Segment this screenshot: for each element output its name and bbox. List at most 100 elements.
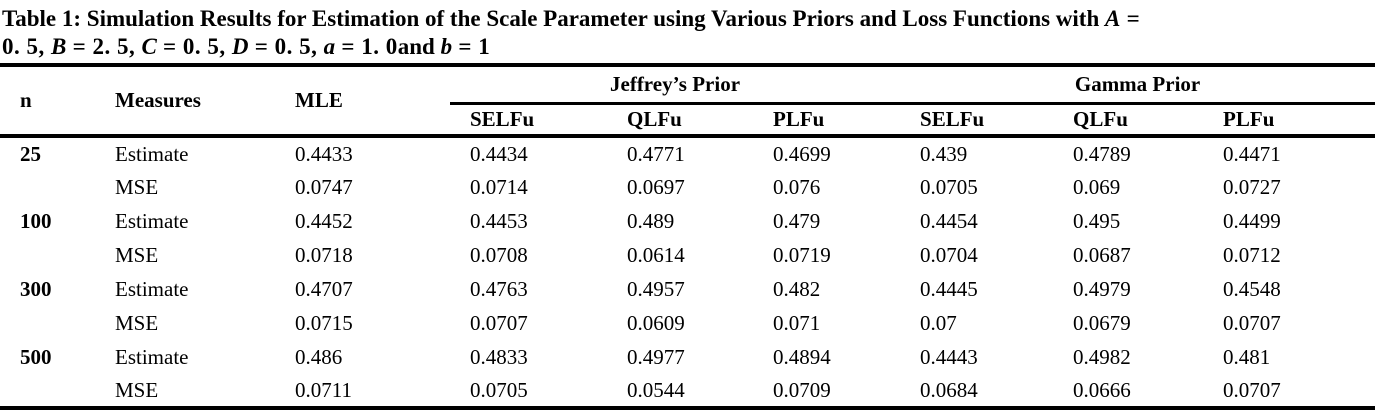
cell-measure: MSE bbox=[115, 242, 159, 267]
col-header-mle: MLE bbox=[295, 88, 343, 112]
cell-measure: Estimate bbox=[115, 344, 189, 369]
sub-header-gamma-qlfu: QLFu bbox=[1073, 106, 1128, 131]
sub-header-gamma-selfu: SELFu bbox=[920, 106, 985, 131]
cell-value: 0.0709 bbox=[773, 377, 831, 402]
cell-value: 0.4434 bbox=[470, 141, 528, 166]
cell-value: 0.0708 bbox=[470, 242, 528, 267]
cell-n: 300 bbox=[20, 276, 52, 301]
cell-value: 0.4471 bbox=[1223, 141, 1281, 166]
cell-value: 0.4833 bbox=[470, 344, 528, 369]
table-row: 500 Estimate 0.486 0.4833 0.4977 0.4894 0.4443… bbox=[0, 340, 1375, 374]
table-body: 25 Estimate 0.4433 0.4434 0.4771 0.4699 0.439 0… bbox=[0, 136, 1375, 408]
cell-value: 0.481 bbox=[1223, 344, 1271, 369]
cell-value: 0.4548 bbox=[1223, 276, 1281, 301]
cell-value: 0.0707 bbox=[1223, 310, 1281, 335]
caption-segment: = 1. 0 bbox=[335, 34, 398, 59]
cell-value: 0.4957 bbox=[627, 276, 685, 301]
table-row: MSE 0.0711 0.0705 0.0544 0.0709 0.0684 0.0666 0… bbox=[0, 374, 1375, 408]
cell-value: 0.4789 bbox=[1073, 141, 1131, 166]
results-table: n Measures MLE Jeffrey’s Prior Gamma Pri… bbox=[0, 63, 1375, 410]
cell-measure: Estimate bbox=[115, 208, 189, 233]
caption-segment: = 0. 5, bbox=[156, 34, 232, 59]
table-row: MSE 0.0718 0.0708 0.0614 0.0719 0.0704 0.0687 0… bbox=[0, 238, 1375, 272]
caption-segment: Table 1: Simulation Results for Estimati… bbox=[2, 6, 1106, 31]
cell-value: 0.4443 bbox=[920, 344, 978, 369]
caption-segment: a bbox=[323, 34, 336, 59]
cell-measure: MSE bbox=[115, 174, 159, 199]
cell-value: 0.482 bbox=[773, 276, 821, 301]
cell-value: 0.479 bbox=[773, 208, 821, 233]
group-header-row: n Measures MLE Jeffrey’s Prior Gamma Pri… bbox=[0, 65, 1375, 112]
cell-n: 100 bbox=[20, 208, 52, 233]
cell-value: 0.4453 bbox=[470, 208, 528, 233]
caption-segment: and bbox=[397, 34, 441, 59]
sub-header-row: SELFu QLFu PLFu SELFu QLFu PLFu bbox=[0, 103, 1375, 136]
cell-measure: MSE bbox=[115, 310, 159, 335]
cell-value: 0.0666 bbox=[1073, 377, 1131, 402]
cell-n: 500 bbox=[20, 344, 52, 369]
cell-value: 0.4771 bbox=[627, 141, 685, 166]
cell-value: 0.495 bbox=[1073, 208, 1121, 233]
caption-segment: = 0. 5, bbox=[248, 34, 324, 59]
col-header-n: n bbox=[20, 88, 32, 112]
cell-value: 0.0712 bbox=[1223, 242, 1281, 267]
table-row: MSE 0.0715 0.0707 0.0609 0.071 0.07 0.0679 0.07… bbox=[0, 306, 1375, 340]
cell-value: 0.4982 bbox=[1073, 344, 1131, 369]
caption-segment: D bbox=[231, 34, 249, 59]
cell-value: 0.4499 bbox=[1223, 208, 1281, 233]
cell-value: 0.4977 bbox=[627, 344, 685, 369]
table-caption-line2: 0. 5, B = 2. 5, C = 0. 5, D = 0. 5, a = … bbox=[2, 33, 1373, 61]
cell-value: 0.4763 bbox=[470, 276, 528, 301]
group-header-jeffreys-prior: Jeffrey’s Prior bbox=[450, 65, 901, 105]
table-caption: Table 1: Simulation Results for Estimati… bbox=[0, 0, 1375, 61]
cell-value: 0.0609 bbox=[627, 310, 685, 335]
cell-value: 0.4433 bbox=[295, 141, 353, 166]
cell-value: 0.0544 bbox=[627, 377, 685, 402]
table-row: 300 Estimate 0.4707 0.4763 0.4957 0.482 0.4445… bbox=[0, 272, 1375, 306]
group-header-gamma-prior: Gamma Prior bbox=[900, 65, 1375, 105]
cell-n bbox=[0, 374, 95, 408]
cell-value: 0.0727 bbox=[1223, 174, 1281, 199]
cell-value: 0.0747 bbox=[295, 174, 353, 199]
caption-segment: C bbox=[141, 34, 157, 59]
cell-value: 0.076 bbox=[773, 174, 821, 199]
cell-value: 0.4699 bbox=[773, 141, 831, 166]
caption-segment: = 1 bbox=[452, 34, 491, 59]
cell-value: 0.0719 bbox=[773, 242, 831, 267]
cell-value: 0.0714 bbox=[470, 174, 528, 199]
cell-value: 0.07 bbox=[920, 310, 957, 335]
caption-segment: b bbox=[440, 34, 453, 59]
cell-value: 0.4707 bbox=[295, 276, 353, 301]
table-caption-line1: Table 1: Simulation Results for Estimati… bbox=[2, 5, 1373, 33]
cell-value: 0.489 bbox=[627, 208, 675, 233]
cell-value: 0.0718 bbox=[295, 242, 353, 267]
cell-value: 0.0679 bbox=[1073, 310, 1131, 335]
cell-value: 0.0697 bbox=[627, 174, 685, 199]
sub-header-jeffreys-qlfu: QLFu bbox=[627, 106, 682, 131]
cell-value: 0.439 bbox=[920, 141, 968, 166]
cell-value: 0.4454 bbox=[920, 208, 978, 233]
table-row: MSE 0.0747 0.0714 0.0697 0.076 0.0705 0.069 0.0… bbox=[0, 170, 1375, 204]
cell-measure: Estimate bbox=[115, 276, 189, 301]
cell-value: 0.071 bbox=[773, 310, 821, 335]
cell-value: 0.0687 bbox=[1073, 242, 1131, 267]
cell-value: 0.0711 bbox=[295, 377, 352, 402]
caption-segment: = bbox=[1120, 6, 1141, 31]
caption-segment: 0. 5, bbox=[2, 34, 51, 59]
table-header: n Measures MLE Jeffrey’s Prior Gamma Pri… bbox=[0, 65, 1375, 136]
cell-value: 0.4452 bbox=[295, 208, 353, 233]
cell-measure: MSE bbox=[115, 377, 159, 402]
cell-value: 0.4979 bbox=[1073, 276, 1131, 301]
cell-value: 0.486 bbox=[295, 344, 343, 369]
cell-value: 0.4445 bbox=[920, 276, 978, 301]
cell-value: 0.0684 bbox=[920, 377, 978, 402]
caption-segment: A bbox=[1105, 6, 1121, 31]
sub-header-gamma-plfu: PLFu bbox=[1223, 106, 1275, 131]
cell-value: 0.0707 bbox=[470, 310, 528, 335]
cell-n bbox=[0, 306, 95, 340]
table-row: 25 Estimate 0.4433 0.4434 0.4771 0.4699 0.439 0… bbox=[0, 136, 1375, 170]
cell-value: 0.0715 bbox=[295, 310, 353, 335]
cell-n bbox=[0, 238, 95, 272]
cell-value: 0.0614 bbox=[627, 242, 685, 267]
